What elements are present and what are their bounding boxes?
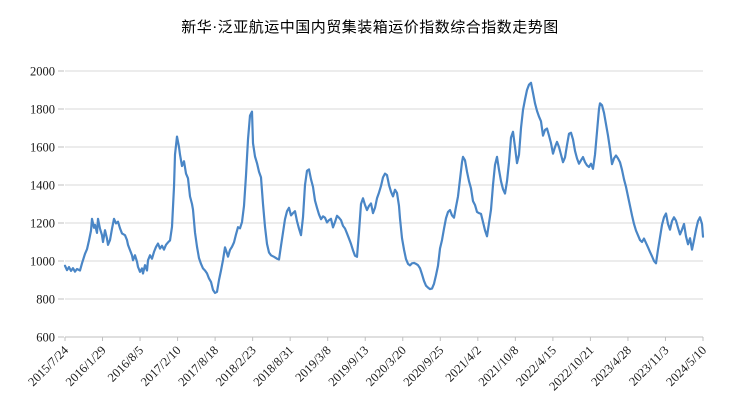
y-tick-label: 1400 xyxy=(30,179,55,193)
y-tick-label: 2000 xyxy=(30,65,55,79)
grid-lines xyxy=(58,70,703,338)
x-tick-label: 2017/8/18 xyxy=(175,343,221,389)
x-tick-label: 2024/5/10 xyxy=(663,343,709,389)
x-tick-label: 2020/3/20 xyxy=(363,343,409,389)
x-tick-label: 2018/8/31 xyxy=(251,343,297,389)
y-tick-label: 1000 xyxy=(30,255,55,269)
x-tick-label: 2016/1/29 xyxy=(63,343,109,389)
y-tick-label: 800 xyxy=(36,293,55,307)
y-tick-label: 1200 xyxy=(30,217,55,231)
y-tick-label: 1800 xyxy=(30,103,55,117)
x-tick-label: 2023/4/28 xyxy=(588,343,634,389)
x-tick-label: 2018/2/23 xyxy=(213,343,259,389)
x-tick-label: 2021/10/8 xyxy=(476,343,522,389)
x-tick-label: 2020/9/25 xyxy=(401,343,447,389)
index-series-line xyxy=(63,81,705,295)
x-axis-labels: 2015/7/242016/1/292016/8/52017/2/102017/… xyxy=(25,337,709,393)
y-tick-label: 600 xyxy=(36,331,55,345)
chart-title: 新华·泛亚航运中国内贸集装箱运价指数综合指数走势图 xyxy=(181,20,559,36)
x-tick-label: 2017/2/10 xyxy=(138,343,184,389)
x-tick-label: 2019/9/13 xyxy=(326,343,372,389)
y-tick-label: 1600 xyxy=(30,141,55,155)
y-axis-labels: 600 800 1000 1200 1400 1600 1800 2000 xyxy=(30,65,55,345)
